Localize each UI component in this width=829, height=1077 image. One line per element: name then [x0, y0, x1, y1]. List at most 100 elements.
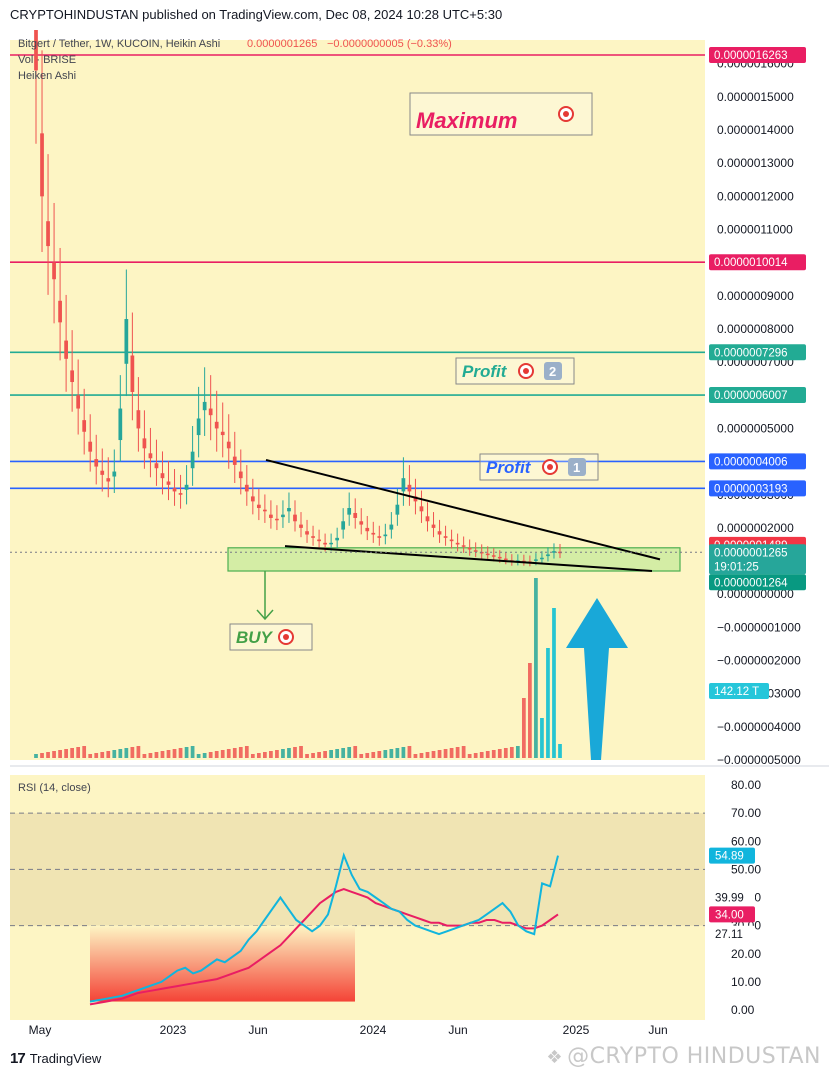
candle-body[interactable] [112, 471, 117, 477]
candle-body[interactable] [293, 514, 297, 522]
candle-body[interactable] [142, 438, 147, 449]
time-axis[interactable]: May 2023 Jun 2024 Jun 2025 Jun [29, 1023, 668, 1037]
candle-body[interactable] [534, 559, 538, 561]
candle-body[interactable] [359, 521, 364, 525]
low-price-text: 0.0000001264 [714, 577, 788, 589]
candle-body[interactable] [160, 473, 165, 479]
candle-body[interactable] [497, 556, 502, 559]
candle-body[interactable] [540, 557, 544, 560]
candle-body[interactable] [455, 542, 460, 545]
candle-body[interactable] [34, 30, 38, 71]
candle-body[interactable] [419, 506, 424, 512]
candle-body[interactable] [341, 521, 346, 530]
rsi-ma-line[interactable] [89, 888, 559, 1006]
candle-body[interactable] [347, 508, 352, 515]
support-trendline[interactable] [284, 545, 653, 573]
candle-body[interactable] [208, 408, 213, 416]
candle-body[interactable] [58, 300, 62, 323]
candle-body[interactable] [431, 524, 436, 528]
candle-body[interactable] [503, 558, 508, 561]
candle-body[interactable] [196, 418, 201, 436]
candle-body[interactable] [491, 555, 496, 557]
candle-body[interactable] [383, 534, 388, 537]
candle-body[interactable] [437, 531, 442, 535]
candle-body[interactable] [269, 514, 273, 518]
candle-body[interactable] [226, 441, 231, 449]
candle-body[interactable] [401, 478, 406, 492]
candle-body[interactable] [184, 484, 189, 490]
candle-body[interactable] [365, 527, 370, 532]
candle-body[interactable] [443, 536, 448, 538]
candle-body[interactable] [244, 484, 249, 492]
candle-body[interactable] [395, 504, 400, 515]
candle-body[interactable] [106, 478, 111, 482]
rsi-pane[interactable]: RSI (14, close)80.0070.0060.0050.0040.00… [10, 775, 761, 1020]
candle-body[interactable] [238, 471, 243, 479]
candle-body[interactable] [82, 420, 87, 432]
candle-body[interactable] [70, 370, 75, 383]
tradingview-logo[interactable]: 17 TradingView [10, 1050, 101, 1067]
candle-body[interactable] [377, 536, 382, 538]
candle-body[interactable] [154, 463, 159, 469]
candle-body[interactable] [425, 516, 430, 522]
candle-body[interactable] [148, 453, 153, 459]
resistance-trendline[interactable] [265, 458, 661, 561]
candle-body[interactable] [64, 340, 68, 359]
rsi-line[interactable] [89, 852, 559, 1003]
rsi-title[interactable]: RSI (14, close) [18, 782, 91, 794]
candle-body[interactable] [214, 421, 219, 429]
candle-body[interactable] [329, 542, 333, 545]
candle-body[interactable] [94, 459, 99, 467]
volume-legend[interactable]: Vol · BRISE [18, 54, 76, 66]
candle-body[interactable] [136, 410, 141, 429]
candle-body[interactable] [124, 319, 129, 364]
price-pane[interactable]: 0.00000160000.00000150000.00000140000.00… [10, 30, 829, 767]
candle-body[interactable] [52, 262, 56, 280]
candle-body[interactable] [461, 545, 466, 547]
candle-body[interactable] [250, 496, 255, 502]
candle-body[interactable] [305, 531, 309, 535]
candle-body[interactable] [323, 542, 327, 545]
candle-body[interactable] [287, 508, 291, 512]
candle-body[interactable] [371, 532, 376, 535]
candle-body[interactable] [166, 481, 171, 485]
rsi-oversold-area [90, 925, 355, 1002]
candle-body[interactable] [335, 537, 340, 541]
candle-body[interactable] [317, 539, 321, 542]
candle-body[interactable] [552, 551, 556, 553]
candle-body[interactable] [389, 524, 394, 530]
candle-body[interactable] [232, 456, 237, 465]
profit1-annotation[interactable]: Profit 1 [479, 453, 599, 481]
candle-body[interactable] [263, 509, 267, 512]
candle-body[interactable] [407, 484, 412, 492]
maximum-annotation[interactable]: Maximum [409, 92, 593, 136]
candle-body[interactable] [546, 554, 550, 557]
candle-body[interactable] [46, 221, 50, 247]
candle-body[interactable] [473, 550, 478, 552]
candle-body[interactable] [256, 504, 261, 509]
candle-body[interactable] [299, 524, 303, 528]
candle-body[interactable] [220, 431, 225, 436]
symbol-legend[interactable]: Bitgert / Tether, 1W, KUCOIN, Heikin Ash… [18, 38, 220, 50]
candle-body[interactable] [118, 408, 123, 441]
candle-body[interactable] [172, 488, 177, 492]
candle-body[interactable] [100, 470, 105, 475]
candle-body[interactable] [202, 401, 207, 411]
candle-body[interactable] [485, 553, 490, 556]
candle-body[interactable] [40, 133, 44, 197]
candle-body[interactable] [190, 451, 195, 469]
chart-area[interactable]: 0.00000160000.00000150000.00000140000.00… [0, 30, 829, 1040]
candle-body[interactable] [275, 518, 279, 521]
candle-body[interactable] [413, 496, 418, 502]
buy-annotation[interactable]: BUY [229, 623, 313, 651]
candle-body[interactable] [449, 539, 454, 542]
candle-body[interactable] [178, 493, 183, 495]
candle-body[interactable] [130, 355, 135, 392]
candle-body[interactable] [88, 441, 93, 452]
candle-body[interactable] [311, 536, 315, 538]
candle-body[interactable] [281, 514, 285, 518]
candle-body[interactable] [353, 512, 358, 518]
profit2-annotation[interactable]: Profit 2 [455, 357, 575, 385]
candle-body[interactable] [467, 547, 472, 550]
candle-body[interactable] [76, 395, 81, 409]
